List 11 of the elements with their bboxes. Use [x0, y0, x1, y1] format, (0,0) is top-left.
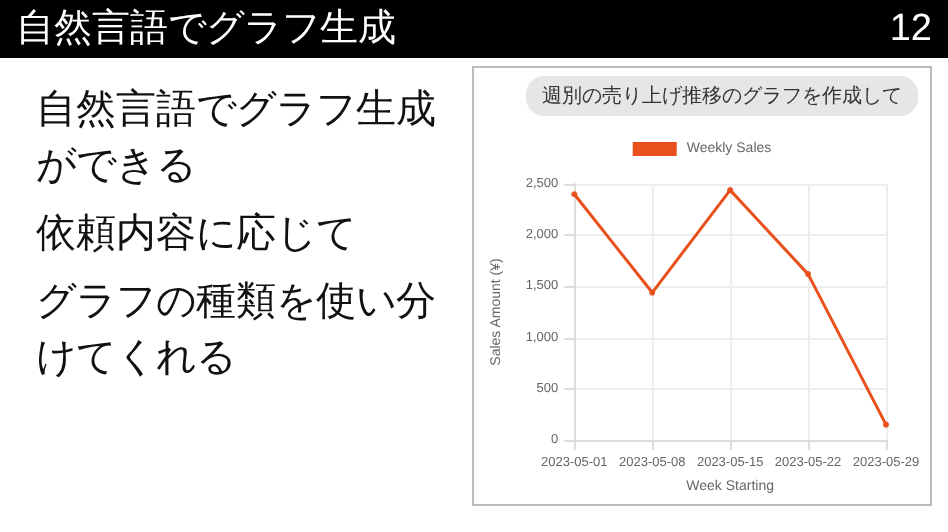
point	[805, 271, 812, 278]
text: 週別の売り上げ推移のグラフを作成して	[526, 76, 918, 116]
point	[649, 289, 656, 296]
text: グラフの種類を使い分けてくれる	[36, 274, 438, 384]
text: 自然言語でグラフ生成	[16, 6, 396, 52]
text: 自然言語でグラフ生成ができる	[36, 82, 438, 192]
text: 12	[889, 6, 932, 52]
point	[883, 421, 889, 428]
point	[571, 191, 578, 198]
text: 依頼内容に応じて	[36, 206, 358, 260]
point	[727, 187, 734, 194]
